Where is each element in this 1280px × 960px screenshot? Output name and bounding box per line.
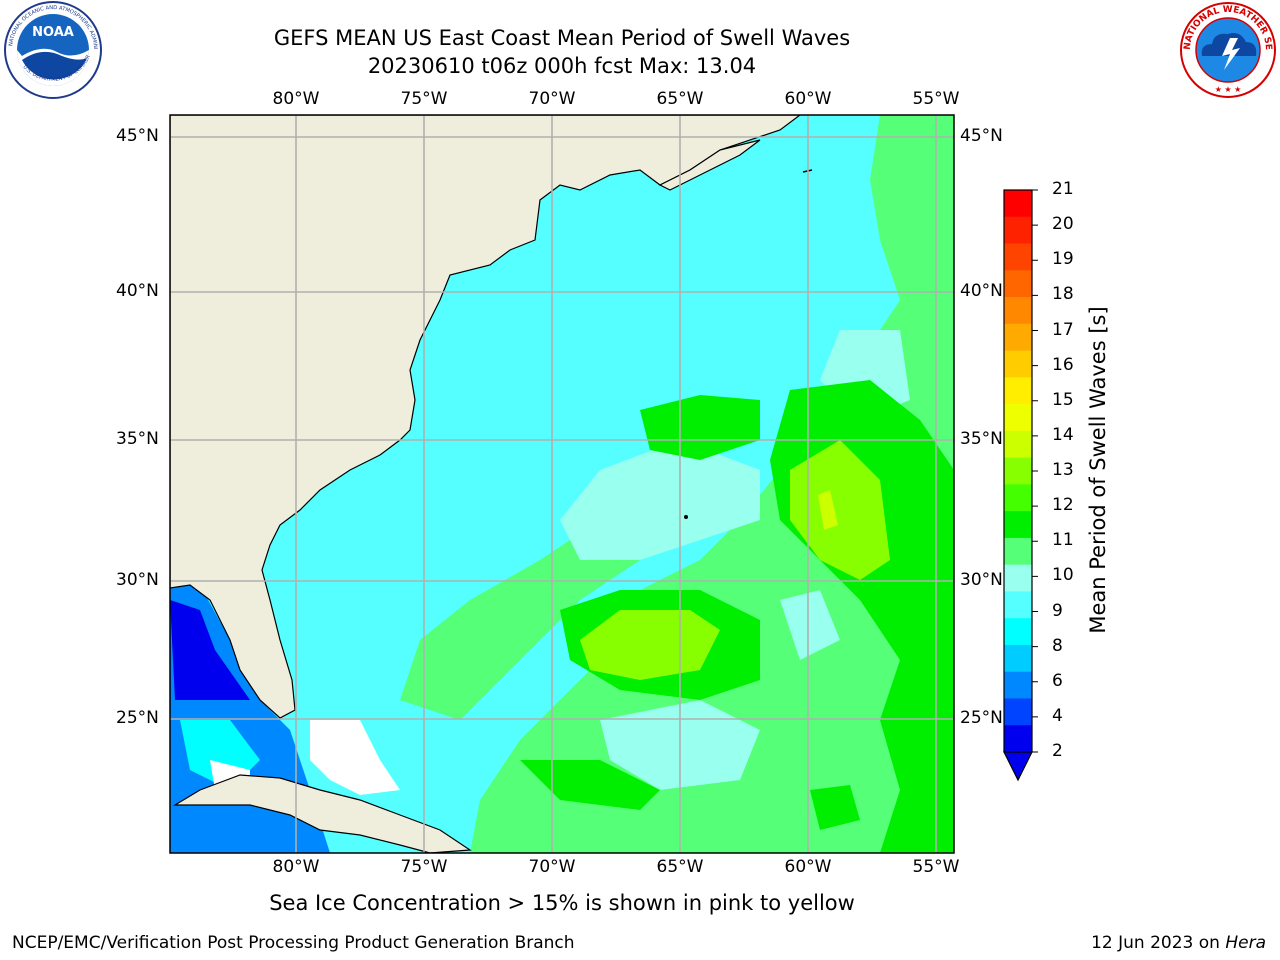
colorbar-swatch	[1004, 270, 1032, 298]
lon-label-top: 70°W	[528, 89, 576, 109]
credit-text: NCEP/EMC/Verification Post Processing Pr…	[12, 933, 575, 953]
lon-label-top: 75°W	[400, 89, 448, 109]
colorbar-swatch	[1004, 216, 1032, 245]
colorbar-tick-label: 8	[1052, 635, 1063, 656]
colorbar-tick-label: 14	[1052, 424, 1074, 445]
map-frame	[169, 114, 955, 854]
host-name: Hera	[1225, 933, 1266, 953]
colorbar-swatch	[1004, 671, 1032, 699]
colorbar-swatch	[1004, 323, 1032, 352]
land-nova-scotia	[658, 139, 761, 191]
colorbar-swatch	[1004, 511, 1032, 539]
island-bermuda	[684, 515, 688, 519]
date-text: 12 Jun 2023 on Hera	[1091, 933, 1266, 953]
lat-label-right: 45°N	[960, 126, 1003, 146]
chart-title: GEFS MEAN US East Coast Mean Period of S…	[273, 26, 851, 50]
swell-contour-2s	[170, 600, 250, 700]
lat-label-right: 35°N	[960, 429, 1003, 449]
colorbar-tick-label: 2	[1052, 741, 1063, 761]
colorbar-tick-label: 10	[1052, 565, 1074, 586]
lat-label-right: 40°N	[960, 281, 1003, 301]
map-gridlines	[170, 115, 954, 853]
swell-contour-11s	[580, 610, 720, 680]
colorbar-label: Mean Period of Swell Waves [s]	[1086, 306, 1110, 634]
sea-ice-footnote: Sea Ice Concentration > 15% is shown in …	[269, 891, 855, 915]
swell-contour-8s	[780, 590, 840, 660]
nws-logo-icon: NATIONAL WEATHER SERVICE ★ ★ ★	[1178, 0, 1276, 98]
colorbar-tick-label: 13	[1052, 460, 1074, 480]
colorbar-swatch	[1004, 457, 1032, 485]
lon-label-bottom: 80°W	[272, 857, 320, 877]
shallow-shoal-area	[310, 720, 400, 795]
colorbar-tick-label: 6	[1052, 670, 1063, 691]
colorbar	[1003, 189, 1038, 782]
lat-label-left: 45°N	[116, 126, 159, 146]
colorbar-swatch	[1004, 190, 1032, 218]
swell-contour-12s	[818, 490, 838, 530]
colorbar-swatch	[1004, 537, 1032, 566]
lat-label-left: 40°N	[116, 281, 159, 301]
colorbar-swatch	[1004, 725, 1032, 753]
colorbar-swatch	[1004, 564, 1032, 592]
lat-label-left: 25°N	[116, 708, 159, 728]
land-north-america	[170, 115, 801, 719]
colorbar-tick-label: 11	[1052, 530, 1074, 551]
swell-contour-10s	[640, 395, 760, 460]
colorbar-swatch	[1004, 644, 1032, 673]
colorbar-swatch	[1004, 297, 1032, 325]
swell-contour-11s	[790, 440, 890, 580]
colorbar-swatch	[1004, 484, 1032, 512]
colorbar-swatch	[1004, 698, 1032, 726]
colorbar-swatch	[1004, 350, 1032, 378]
colorbar-swatch	[1004, 404, 1032, 432]
colorbar-extend-arrow	[1003, 751, 1033, 782]
swell-contour-10s	[810, 785, 860, 830]
lat-label-right: 25°N	[960, 708, 1003, 728]
lat-label-right: 30°N	[960, 570, 1003, 590]
colorbar-tick-label: 12	[1052, 495, 1074, 516]
colorbar-tick-label: 17	[1052, 319, 1074, 340]
lon-label-bottom: 65°W	[656, 857, 704, 877]
lon-label-bottom: 75°W	[400, 857, 448, 877]
colorbar-tick-label: 16	[1052, 354, 1074, 375]
colorbar-tick-label: 20	[1052, 214, 1074, 235]
colorbar-tick-label: 21	[1052, 179, 1074, 199]
colorbar-tick-label: 15	[1052, 389, 1074, 410]
chart-subtitle: 20230610 t06z 000h fcst Max: 13.04	[367, 54, 757, 78]
lat-label-left: 35°N	[116, 429, 159, 449]
lon-label-bottom: 55°W	[912, 857, 960, 877]
lon-label-top: 60°W	[784, 89, 832, 109]
noaa-logo-text: NOAA	[32, 25, 74, 40]
colorbar-swatch	[1004, 591, 1032, 619]
lon-label-bottom: 60°W	[784, 857, 832, 877]
noaa-logo-icon: NOAA NATIONAL OCEANIC AND ATMOSPHERIC AD…	[2, 0, 102, 99]
colorbar-swatch	[1004, 618, 1032, 646]
lon-label-top: 65°W	[656, 89, 704, 109]
lon-label-top: 55°W	[912, 89, 960, 109]
lon-label-top: 80°W	[272, 89, 320, 109]
svg-text:★ ★ ★: ★ ★ ★	[1215, 85, 1242, 94]
colorbar-tick-label: 18	[1052, 284, 1074, 305]
lat-label-left: 30°N	[116, 570, 159, 590]
colorbar-swatch	[1004, 377, 1032, 405]
colorbar-tick-label: 9	[1052, 600, 1063, 621]
swell-contour-10s	[520, 760, 660, 810]
land-cuba	[172, 774, 472, 853]
lon-label-bottom: 70°W	[528, 857, 576, 877]
colorbar-swatch	[1004, 430, 1032, 459]
colorbar-tick-label: 19	[1052, 249, 1074, 270]
colorbar-swatch	[1004, 243, 1032, 271]
colorbar-tick-label: 4	[1052, 705, 1063, 726]
swell-contour-9s	[470, 115, 954, 853]
date-label: 12 Jun 2023 on	[1091, 933, 1226, 953]
swell-contour-8s	[560, 440, 760, 560]
